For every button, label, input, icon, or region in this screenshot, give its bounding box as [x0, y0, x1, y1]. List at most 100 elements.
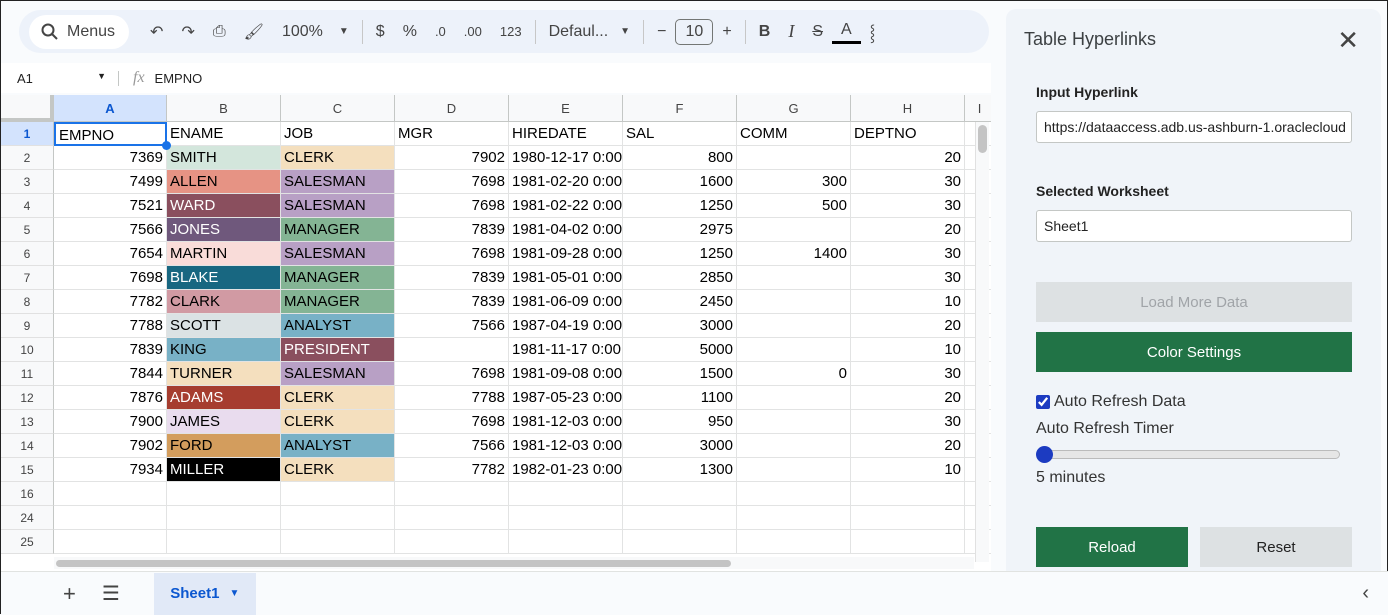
table-cell[interactable] [167, 530, 281, 554]
table-cell[interactable]: CLERK [281, 386, 395, 410]
row-header[interactable]: 2 [1, 146, 54, 170]
table-cell[interactable]: 300 [737, 170, 851, 194]
table-cell[interactable]: 30 [851, 362, 965, 386]
formula-input[interactable]: EMPNO [154, 70, 203, 86]
table-cell[interactable]: 1981-09-08 0:00 [509, 362, 623, 386]
column-header-c[interactable]: C [281, 95, 395, 122]
print-icon[interactable]: ⎙ [212, 22, 226, 40]
table-cell[interactable]: 7844 [54, 362, 167, 386]
row-header[interactable]: 14 [1, 434, 54, 458]
table-cell[interactable]: 7839 [395, 218, 509, 242]
table-cell[interactable] [737, 218, 851, 242]
table-cell[interactable]: 2975 [623, 218, 737, 242]
table-cell[interactable]: 2850 [623, 266, 737, 290]
undo-icon[interactable]: ↶ [150, 23, 164, 41]
table-cell[interactable]: 20 [851, 434, 965, 458]
table-cell[interactable]: 7902 [54, 434, 167, 458]
name-box[interactable]: A1 ▼ [1, 70, 119, 86]
table-cell[interactable]: MANAGER [281, 290, 395, 314]
table-cell[interactable] [851, 482, 965, 506]
decrease-decimal-button[interactable]: .0 [434, 24, 446, 39]
table-cell[interactable] [509, 482, 623, 506]
table-cell[interactable]: 500 [737, 194, 851, 218]
column-header-e[interactable]: E [509, 95, 623, 122]
table-cell[interactable] [54, 506, 167, 530]
table-cell[interactable]: 30 [851, 194, 965, 218]
table-cell[interactable]: 10 [851, 458, 965, 482]
table-cell[interactable]: 7839 [395, 266, 509, 290]
table-cell[interactable]: 1981-12-03 0:00 [509, 434, 623, 458]
table-cell[interactable]: 1982-01-23 0:00 [509, 458, 623, 482]
table-cell[interactable]: 20 [851, 386, 965, 410]
table-cell[interactable] [851, 530, 965, 554]
table-cell[interactable]: 7698 [395, 242, 509, 266]
table-cell[interactable]: 7788 [395, 386, 509, 410]
column-header-d[interactable]: D [395, 95, 509, 122]
table-cell[interactable]: ANALYST [281, 434, 395, 458]
table-cell[interactable] [395, 530, 509, 554]
table-cell[interactable]: 7566 [395, 434, 509, 458]
table-cell[interactable] [737, 482, 851, 506]
table-cell[interactable]: 1981-12-03 0:00 [509, 410, 623, 434]
header-cell[interactable]: ENAME [167, 122, 281, 146]
table-cell[interactable] [623, 506, 737, 530]
column-header-f[interactable]: F [623, 95, 737, 122]
row-header[interactable]: 4 [1, 194, 54, 218]
percent-button[interactable]: % [402, 22, 417, 40]
table-cell[interactable]: 7698 [54, 266, 167, 290]
table-cell[interactable]: 1981-04-02 0:00 [509, 218, 623, 242]
table-cell[interactable]: CLERK [281, 146, 395, 170]
row-header[interactable]: 16 [1, 482, 54, 506]
corner-cell[interactable] [1, 95, 54, 122]
table-cell[interactable]: 20 [851, 218, 965, 242]
table-cell[interactable]: 7698 [395, 170, 509, 194]
table-cell[interactable]: 7839 [395, 290, 509, 314]
selection-handle[interactable] [162, 141, 171, 150]
increase-decimal-button[interactable]: .00 [463, 24, 482, 39]
table-cell[interactable]: SALESMAN [281, 362, 395, 386]
table-cell[interactable]: MANAGER [281, 266, 395, 290]
table-cell[interactable]: 7698 [395, 194, 509, 218]
table-cell[interactable] [737, 410, 851, 434]
menus-search[interactable]: Menus [29, 14, 130, 49]
header-cell[interactable]: SAL [623, 122, 737, 146]
row-header[interactable]: 12 [1, 386, 54, 410]
header-cell[interactable]: COMM [737, 122, 851, 146]
font-size-decrease-button[interactable]: − [657, 22, 667, 40]
table-cell[interactable] [509, 506, 623, 530]
load-more-data-button[interactable]: Load More Data [1036, 282, 1352, 322]
table-cell[interactable] [737, 266, 851, 290]
table-cell[interactable]: JONES [167, 218, 281, 242]
table-cell[interactable]: MARTIN [167, 242, 281, 266]
row-header[interactable]: 7 [1, 266, 54, 290]
table-cell[interactable]: 5000 [623, 338, 737, 362]
table-cell[interactable]: 7369 [54, 146, 167, 170]
table-cell[interactable]: MILLER [167, 458, 281, 482]
row-header[interactable]: 1 [1, 122, 54, 146]
table-cell[interactable]: 1987-05-23 0:00 [509, 386, 623, 410]
table-cell[interactable]: 7876 [54, 386, 167, 410]
add-sheet-icon[interactable]: + [63, 580, 76, 606]
table-cell[interactable]: 1980-12-17 0:00 [509, 146, 623, 170]
table-cell[interactable]: 1981-02-20 0:00 [509, 170, 623, 194]
table-cell[interactable]: ALLEN [167, 170, 281, 194]
table-cell[interactable]: ANALYST [281, 314, 395, 338]
table-cell[interactable]: 3000 [623, 434, 737, 458]
row-header[interactable]: 5 [1, 218, 54, 242]
horizontal-scrollbar[interactable] [54, 557, 974, 569]
table-cell[interactable] [737, 314, 851, 338]
table-cell[interactable]: 7698 [395, 410, 509, 434]
text-color-button[interactable]: A [831, 20, 861, 44]
table-cell[interactable]: 30 [851, 266, 965, 290]
table-cell[interactable] [623, 530, 737, 554]
header-cell[interactable]: JOB [281, 122, 395, 146]
table-cell[interactable]: 20 [851, 146, 965, 170]
header-cell[interactable]: MGR [395, 122, 509, 146]
table-cell[interactable]: 20 [851, 314, 965, 338]
table-cell[interactable]: 7499 [54, 170, 167, 194]
table-cell[interactable]: 950 [623, 410, 737, 434]
row-header[interactable]: 6 [1, 242, 54, 266]
italic-button[interactable]: I [788, 21, 795, 41]
more-icon[interactable]: ⸾ [869, 24, 876, 42]
header-cell[interactable]: EMPNO [54, 122, 167, 146]
